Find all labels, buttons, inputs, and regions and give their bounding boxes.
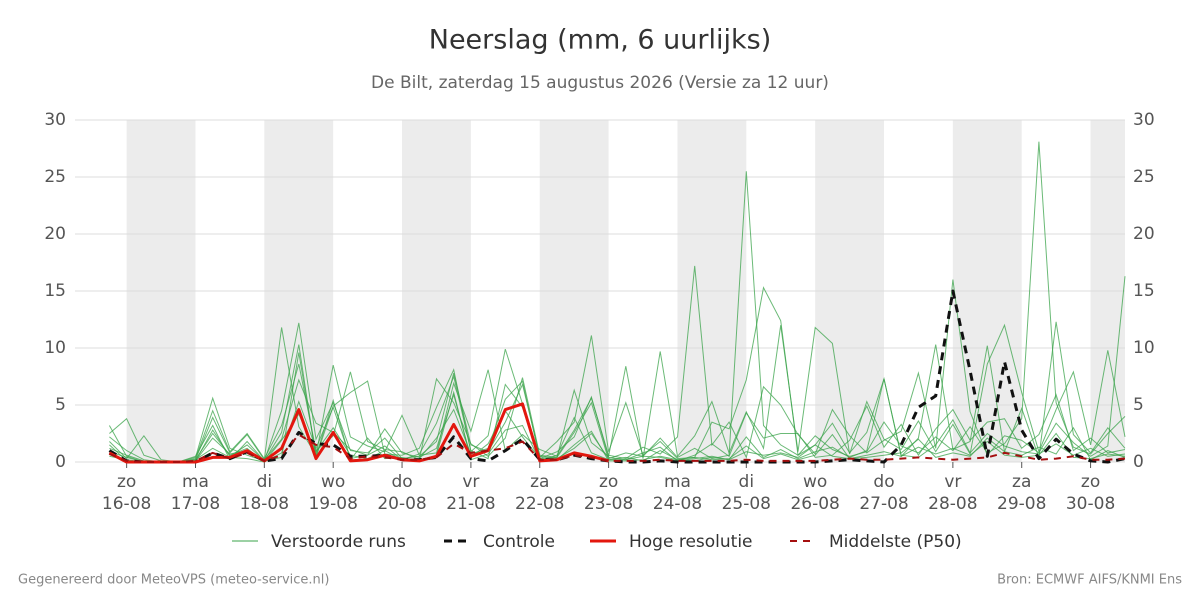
x-tick-label: 25-08 (722, 494, 771, 514)
legend-label: Hoge resolutie (629, 532, 753, 552)
x-tick-label: 19-08 (308, 494, 357, 514)
footer-right: Bron: ECMWF AIFS/KNMI Ens (997, 573, 1182, 588)
chart-title: Neerslag (mm, 6 uurlijks) (429, 25, 771, 56)
x-tick-label: 24-08 (653, 494, 702, 514)
x-tick-day: do (873, 472, 894, 492)
x-tick-label: 22-08 (515, 494, 564, 514)
x-tick-day: ma (664, 472, 691, 492)
x-tick-day: vr (944, 472, 961, 492)
x-tick-day: di (739, 472, 755, 492)
ensemble-line (109, 352, 1126, 463)
y-tick-label: 20 (44, 224, 66, 244)
y-tick-label: 25 (44, 167, 66, 187)
y2-tick-label: 20 (1133, 224, 1155, 244)
y2-tick-label: 30 (1133, 110, 1155, 130)
x-tick-day: do (391, 472, 412, 492)
x-tick-day: vr (462, 472, 479, 492)
y-tick-label: 15 (44, 281, 66, 301)
x-tick-label: 20-08 (377, 494, 426, 514)
legend-label: Verstoorde runs (271, 532, 406, 552)
x-tick-label: 26-08 (790, 494, 839, 514)
x-tick-label: 17-08 (171, 494, 220, 514)
ensemble-line (109, 265, 1126, 463)
y-tick-label: 5 (55, 395, 66, 415)
x-tick-label: 18-08 (240, 494, 289, 514)
x-tick-label: 27-08 (859, 494, 908, 514)
chart-subtitle: De Bilt, zaterdag 15 augustus 2026 (Vers… (371, 73, 829, 93)
x-tick-day: wo (321, 472, 345, 492)
ensemble-line (109, 286, 1126, 463)
x-tick-label: 28-08 (928, 494, 977, 514)
x-tick-day: za (530, 472, 549, 492)
x-tick-day: za (1012, 472, 1031, 492)
x-tick-label: 29-08 (997, 494, 1046, 514)
y2-tick-label: 0 (1133, 452, 1144, 472)
x-tick-day: ma (182, 472, 209, 492)
series-line (109, 433, 1126, 463)
legend-label: Middelste (P50) (829, 532, 962, 552)
legend-label: Controle (483, 532, 555, 552)
y2-tick-label: 25 (1133, 167, 1155, 187)
x-tick-day: wo (803, 472, 827, 492)
y-tick-label: 10 (44, 338, 66, 358)
y2-tick-label: 5 (1133, 395, 1144, 415)
x-tick-label: 30-08 (1066, 494, 1115, 514)
y-tick-label: 30 (44, 110, 66, 130)
x-tick-day: zo (599, 472, 618, 492)
ensemble-line (109, 378, 1126, 463)
x-tick-label: 23-08 (584, 494, 633, 514)
footer-left: Gegenereerd door MeteoVPS (meteo-service… (18, 573, 329, 588)
y-tick-label: 0 (55, 452, 66, 472)
y2-tick-label: 10 (1133, 338, 1155, 358)
ensemble-line (109, 323, 1126, 463)
ensemble-line (108, 141, 1126, 463)
x-tick-day: zo (117, 472, 136, 492)
y2-tick-label: 15 (1133, 281, 1155, 301)
x-tick-label: 16-08 (102, 494, 151, 514)
x-tick-label: 21-08 (446, 494, 495, 514)
x-tick-day: di (257, 472, 273, 492)
x-tick-day: zo (1081, 472, 1100, 492)
